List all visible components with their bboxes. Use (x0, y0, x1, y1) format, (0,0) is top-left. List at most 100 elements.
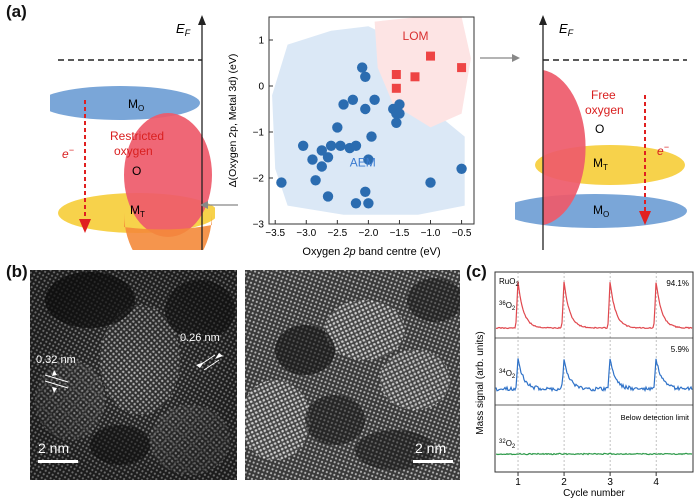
scale-bar-left (38, 460, 78, 463)
scatter-ytick-label: 0 (258, 82, 264, 93)
aem-point (347, 94, 359, 106)
mass-xtick-label: 1 (515, 477, 521, 488)
free-oxygen-label-1: Free (591, 88, 616, 102)
free-oxygen-label-2: oxygen (585, 103, 624, 117)
mo-label-left: MO (128, 97, 144, 113)
aem-point (338, 99, 349, 110)
aem-point (307, 154, 318, 165)
mass-xtick-label: 3 (607, 477, 613, 488)
left-band-diagram: EF MO O MT Restricted oxygen e− (50, 15, 215, 250)
arrow-to-left (200, 201, 238, 209)
scatter-xtick-label: −1.0 (421, 228, 441, 239)
tem-image-left: 0.32 nm 0.26 nm 2 nm (30, 270, 237, 480)
axis-arrow-right (539, 15, 547, 25)
trace-36o2 (495, 281, 693, 330)
ef-label-right: EF (559, 21, 574, 38)
o-band-left (124, 113, 212, 237)
scatter-ytick-label: −2 (253, 174, 265, 185)
tem-image-right: 2 nm (245, 270, 460, 480)
scatter-ytick-label: −3 (253, 220, 265, 231)
scale-bar-right (413, 460, 453, 463)
mass-signal-chart: Mass signal (arb. units) RuO2 36O2 34O2 … (475, 271, 694, 499)
aem-point (425, 177, 436, 188)
aem-point (316, 145, 328, 156)
aem-point (356, 62, 368, 73)
scale-text-right: 2 nm (415, 440, 447, 456)
aem-region-label: AEM (350, 156, 376, 170)
mass-plot-frame (494, 271, 694, 473)
tem-texture-right (245, 270, 460, 480)
mass-xtick-label: 2 (561, 477, 567, 488)
aem-point (350, 198, 362, 209)
lom-point (426, 51, 436, 61)
scatter-x-axis-label: Oxygen 2p band centre (eV) (302, 246, 440, 258)
aem-point (360, 186, 371, 197)
aem-point (350, 140, 362, 151)
panel-label-c: (c) (466, 262, 487, 281)
scatter-xtick-label: −2.0 (359, 228, 379, 239)
aem-point (360, 103, 371, 115)
scatter-xtick-label: −2.5 (327, 228, 347, 239)
scatter-xtick-label: −3.5 (265, 228, 285, 239)
mass-signal-chart-container: Mass signal (arb. units) RuO2 36O2 34O2 … (475, 268, 697, 499)
aem-point (363, 198, 374, 209)
aem-point (322, 152, 334, 163)
scatter-y-axis-label: Δ(Oxygen 2p, Metal 3d) (eV) (227, 54, 239, 188)
mo-label-right: MO (593, 203, 609, 219)
aem-point (369, 94, 380, 106)
restricted-label-2: oxygen (114, 144, 153, 158)
aem-point (322, 191, 334, 202)
aem-point (360, 71, 371, 82)
mt-label-right: MT (593, 156, 608, 172)
trace-32o2 (496, 452, 693, 456)
scatter-plot: −3.5 −3.0 −2.5 −2.0 −1.5 −1.0 −0.5 −3 −2 −1 0 1 LOM… (227, 16, 475, 258)
aem-point (310, 175, 321, 186)
aem-point (394, 108, 405, 119)
axis-arrow-left (198, 15, 206, 25)
aem-point (335, 140, 346, 151)
panel-label-b: (b) (6, 262, 28, 281)
aem-point (456, 163, 467, 174)
scale-text-left: 2 nm (38, 440, 70, 456)
arrow-to-right (480, 54, 520, 62)
tem-texture-left (30, 270, 237, 480)
aem-point (297, 140, 309, 151)
lattice-spacing-032: 0.32 nm (36, 354, 76, 366)
scatter-ytick-label: −1 (253, 128, 265, 139)
aem-point (325, 140, 337, 151)
electron-arrowhead-right (639, 211, 651, 225)
scatter-xtick-label: −0.5 (452, 228, 472, 239)
aem-point (332, 122, 343, 133)
mass-y-axis-label: Mass signal (arb. units) (475, 331, 486, 434)
aem-point (391, 117, 402, 128)
restricted-label-1: Restricted (110, 129, 164, 143)
o-band-right (543, 70, 586, 225)
lattice-spacing-026: 0.26 nm (180, 332, 220, 344)
panel-label-a: (a) (6, 2, 27, 21)
electron-label-right: e− (657, 142, 669, 158)
lom-point (391, 70, 401, 79)
overlap-band-left (124, 213, 212, 250)
lom-point (410, 72, 420, 82)
right-band-diagram: EF Free oxygen O MT MO e− (515, 15, 687, 250)
scatter-xtick-label: −3.0 (296, 228, 316, 239)
aem-point (363, 154, 374, 165)
percent-59: 5.9% (671, 345, 689, 354)
ef-label-left: EF (176, 21, 191, 38)
o-label-right: O (595, 122, 604, 136)
ruo2-label: RuO2 (499, 277, 519, 288)
trace-34o2 (495, 358, 693, 393)
lom-region-label: LOM (403, 29, 429, 43)
electron-label-left: e− (62, 145, 74, 161)
mass-xtick-label: 4 (653, 477, 659, 488)
scatter-ytick-label: 1 (258, 36, 264, 47)
aem-point (366, 131, 377, 142)
iso36-label: 36O2 (499, 301, 516, 312)
percent-94: 94.1% (666, 279, 689, 288)
mo-band-left (50, 86, 200, 120)
iso34-label: 34O2 (499, 369, 516, 380)
lom-point (457, 63, 467, 73)
scatter-xtick-label: −1.5 (390, 228, 410, 239)
scatter-frame (268, 16, 475, 225)
mt-label-left: MT (130, 203, 145, 219)
